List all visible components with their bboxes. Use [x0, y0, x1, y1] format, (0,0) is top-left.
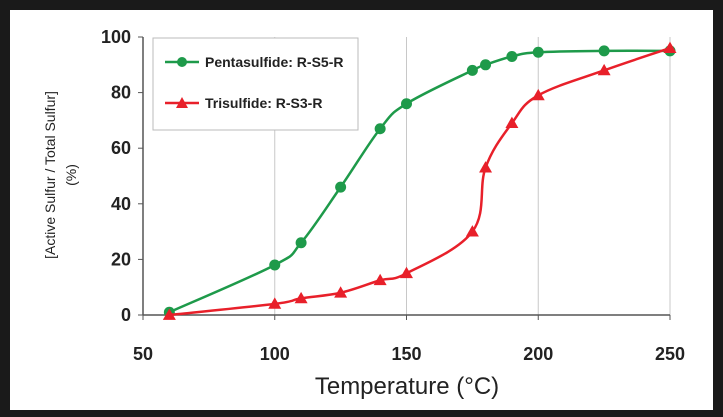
legend-marker-trisulfide: [176, 97, 188, 108]
x-tick-label-250: 250: [655, 344, 685, 364]
point-trisulfide-250: [663, 41, 677, 53]
point-pentasulfide-150: [401, 98, 412, 110]
legend: Pentasulfide: R-S5-R Trisulfide: R-S3-R: [152, 37, 359, 131]
point-trisulfide-200: [531, 88, 545, 101]
series-layer: [162, 41, 677, 320]
point-trisulfide-100: [268, 297, 282, 309]
point-pentasulfide-180: [480, 59, 492, 71]
x-tick-label-50: 50: [133, 344, 153, 364]
point-trisulfide-140: [373, 273, 387, 286]
y-tick-label-40: 40: [111, 194, 131, 214]
legend-marker-pentasulfide: [177, 57, 187, 67]
line-chart: 50 100 150 200 250 0 20 40 60 80 100 Pentasulfide…: [42, 27, 685, 400]
point-pentasulfide-190: [506, 50, 518, 62]
x-axis-title: Temperature (°C): [315, 373, 499, 400]
point-trisulfide-150: [400, 266, 413, 279]
point-trisulfide-190: [505, 116, 519, 129]
point-pentasulfide-110: [295, 237, 307, 249]
point-trisulfide-125: [334, 286, 348, 298]
point-trisulfide-60: [162, 308, 176, 320]
series-line-pentasulfide: [168, 49, 671, 314]
point-pentasulfide-200: [532, 46, 544, 58]
axes: [138, 36, 671, 320]
point-pentasulfide-175: [466, 64, 478, 76]
y-tick-label-60: 60: [111, 138, 131, 158]
point-trisulfide-225: [597, 63, 611, 76]
x-tick-label-200: 200: [523, 344, 553, 364]
point-pentasulfide-140: [374, 123, 386, 135]
point-pentasulfide-125: [335, 181, 347, 193]
point-trisulfide-180: [479, 161, 493, 173]
series-line-trisulfide: [169, 46, 671, 317]
y-tick-label-100: 100: [101, 27, 131, 47]
y-tick-label-20: 20: [111, 249, 131, 269]
y-axis-title-line2: (%): [63, 164, 79, 186]
x-tick-label-150: 150: [391, 344, 421, 364]
chart-panel: 50 100 150 200 250 0 20 40 60 80 100 Pentasulfide…: [10, 10, 713, 410]
legend-label-pentasulfide: Pentasulfide: R-S5-R: [205, 54, 343, 70]
y-tick-label-80: 80: [111, 83, 131, 103]
y-tick-label-0: 0: [121, 305, 131, 325]
point-pentasulfide-225: [598, 45, 610, 57]
point-trisulfide-175: [465, 225, 479, 237]
y-axis-title-line1: [Active Sulfur / Total Sulfur]: [42, 91, 58, 259]
x-tick-labels: 50 100 150 200 250: [133, 344, 685, 364]
legend-box: [152, 37, 359, 131]
y-tick-labels: 0 20 40 60 80 100: [101, 27, 131, 325]
legend-label-trisulfide: Trisulfide: R-S3-R: [205, 95, 322, 111]
x-tick-label-100: 100: [260, 344, 290, 364]
point-pentasulfide-100: [269, 259, 281, 271]
point-trisulfide-110: [294, 291, 308, 304]
